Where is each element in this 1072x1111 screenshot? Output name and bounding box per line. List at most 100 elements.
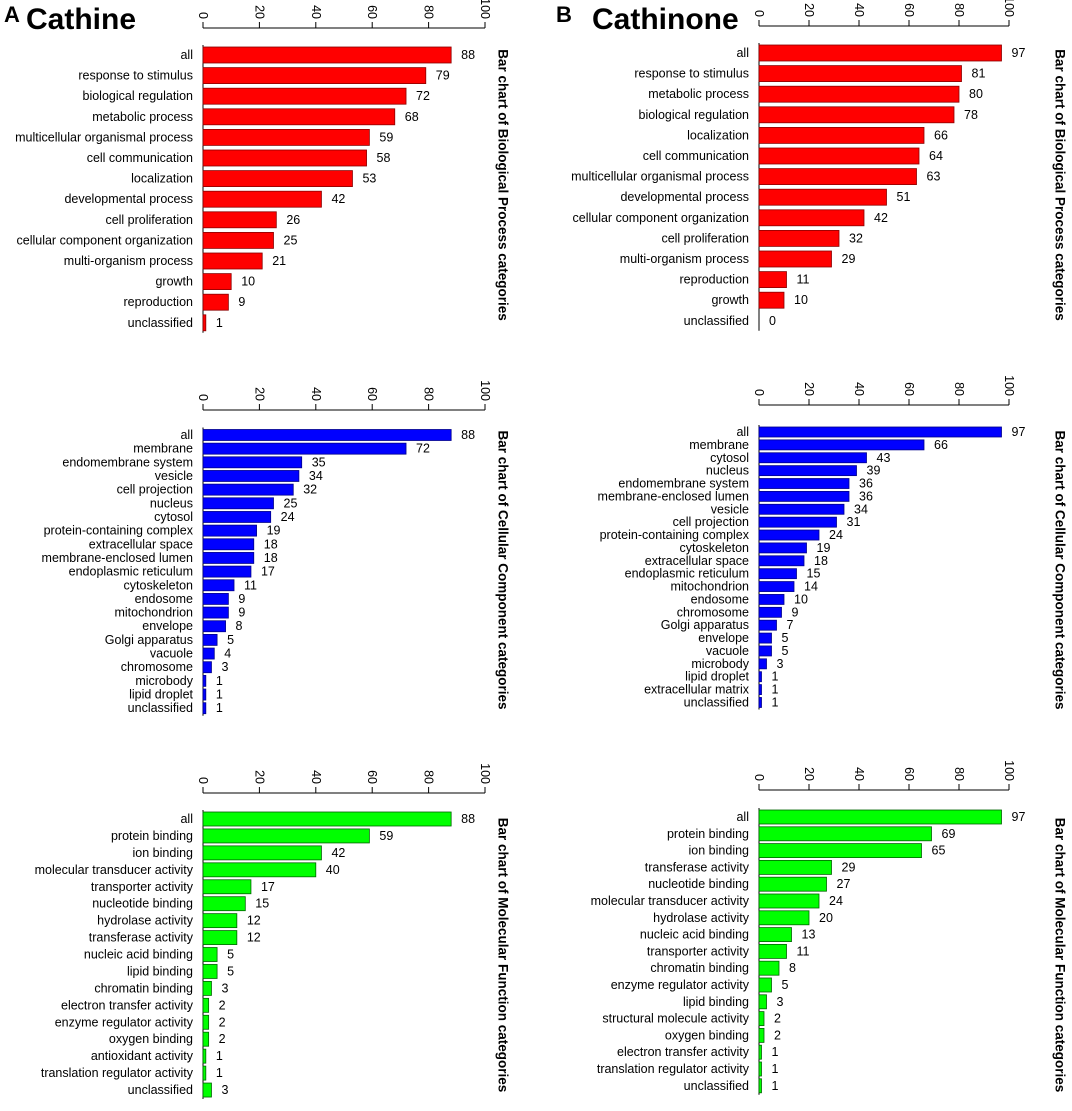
bar xyxy=(202,128,370,146)
value-label: 3 xyxy=(777,995,784,1009)
bar xyxy=(758,44,1002,62)
bar xyxy=(758,860,832,875)
chart-3: 0 20 40 60 80 100 all 88 membrane 72 endomembrane … xyxy=(42,380,511,716)
bar xyxy=(202,524,257,537)
x-tick-label: 100 xyxy=(478,0,492,19)
bar xyxy=(202,1082,212,1098)
bar xyxy=(202,606,229,619)
bar xyxy=(202,314,207,332)
chart-title: Bar chart of Cellular Component categori… xyxy=(496,430,511,709)
x-tick-label: 40 xyxy=(852,767,866,781)
bar xyxy=(202,1065,207,1081)
bar xyxy=(758,994,767,1010)
x-tick-label: 0 xyxy=(752,774,766,781)
bar xyxy=(758,697,762,708)
category-label: nucleus xyxy=(706,464,749,478)
bar xyxy=(202,879,252,895)
category-label: translation regulator activity xyxy=(41,1066,194,1080)
category-label: multi-organism process xyxy=(620,252,749,266)
category-label: multi-organism process xyxy=(64,254,193,268)
bar xyxy=(202,811,452,827)
x-tick-label: 60 xyxy=(902,767,916,781)
value-label: 2 xyxy=(219,998,226,1012)
category-label: metabolic process xyxy=(92,110,193,124)
value-label: 81 xyxy=(972,67,986,81)
panel-b-letter: B xyxy=(556,2,572,27)
bar xyxy=(758,876,827,892)
value-label: 88 xyxy=(461,48,475,62)
category-label: enzyme regulator activity xyxy=(55,1015,194,1029)
value-label: 21 xyxy=(272,254,286,268)
category-label: unclassified xyxy=(684,314,749,328)
value-label: 18 xyxy=(814,554,828,568)
value-label: 25 xyxy=(284,496,298,510)
value-label: 97 xyxy=(1012,425,1026,439)
bar xyxy=(758,594,785,605)
bar xyxy=(202,149,367,167)
category-label: localization xyxy=(131,172,193,186)
value-label: 40 xyxy=(326,863,340,877)
value-label: 1 xyxy=(216,688,223,702)
bar xyxy=(202,170,353,188)
category-label: vesicle xyxy=(155,469,193,483)
bar xyxy=(758,632,772,644)
category-label: mitochondrion xyxy=(670,580,749,594)
value-label: 8 xyxy=(236,619,243,633)
bar xyxy=(758,127,925,144)
value-label: 1 xyxy=(772,683,779,697)
category-label: growth xyxy=(155,275,193,289)
bar xyxy=(202,470,300,482)
bar xyxy=(758,671,762,683)
bar xyxy=(758,452,867,464)
value-label: 20 xyxy=(819,911,833,925)
bar xyxy=(202,702,207,715)
value-label: 9 xyxy=(792,605,799,619)
x-tick-label: 80 xyxy=(422,387,436,401)
value-label: 1 xyxy=(216,674,223,688)
category-label: unclassified xyxy=(128,701,193,715)
category-label: response to stimulus xyxy=(78,69,193,83)
bar xyxy=(202,538,255,551)
category-label: nucleic acid binding xyxy=(640,928,749,942)
bar xyxy=(758,1061,762,1077)
value-label: 1 xyxy=(772,695,779,709)
bar xyxy=(202,67,427,84)
bar xyxy=(758,1011,765,1026)
chart-5: 0 20 40 60 80 100 all 88 protein binding 59 ion bi… xyxy=(35,763,511,1100)
value-label: 27 xyxy=(837,877,851,891)
bar xyxy=(758,606,782,618)
category-label: translation regulator activity xyxy=(597,1062,750,1076)
bar xyxy=(202,579,235,592)
category-label: vacuole xyxy=(706,644,749,658)
category-label: mitochondrion xyxy=(114,606,193,620)
bar xyxy=(202,552,255,564)
bar xyxy=(758,843,922,858)
x-tick-label: 40 xyxy=(852,382,866,396)
bar xyxy=(758,944,787,959)
value-label: 1 xyxy=(772,670,779,684)
value-label: 13 xyxy=(802,928,816,942)
value-label: 8 xyxy=(789,961,796,975)
bar xyxy=(758,85,960,103)
value-label: 32 xyxy=(849,231,863,245)
category-label: developmental process xyxy=(64,192,193,206)
category-label: reproduction xyxy=(124,295,194,309)
category-label: membrane-enclosed lumen xyxy=(42,551,194,565)
category-label: biological regulation xyxy=(639,108,750,122)
value-label: 5 xyxy=(227,964,234,978)
x-tick-label: 80 xyxy=(952,3,966,17)
value-label: 51 xyxy=(897,190,911,204)
bar xyxy=(758,1028,765,1043)
category-label: extracellular matrix xyxy=(644,683,750,697)
bar xyxy=(202,190,322,208)
bar xyxy=(758,529,820,541)
x-tick-label: 80 xyxy=(422,770,436,784)
bar xyxy=(758,439,925,451)
bar xyxy=(758,271,787,289)
value-label: 5 xyxy=(227,948,234,962)
value-label: 24 xyxy=(281,510,295,524)
category-label: cytosol xyxy=(154,510,193,524)
category-label: endosome xyxy=(691,592,749,606)
